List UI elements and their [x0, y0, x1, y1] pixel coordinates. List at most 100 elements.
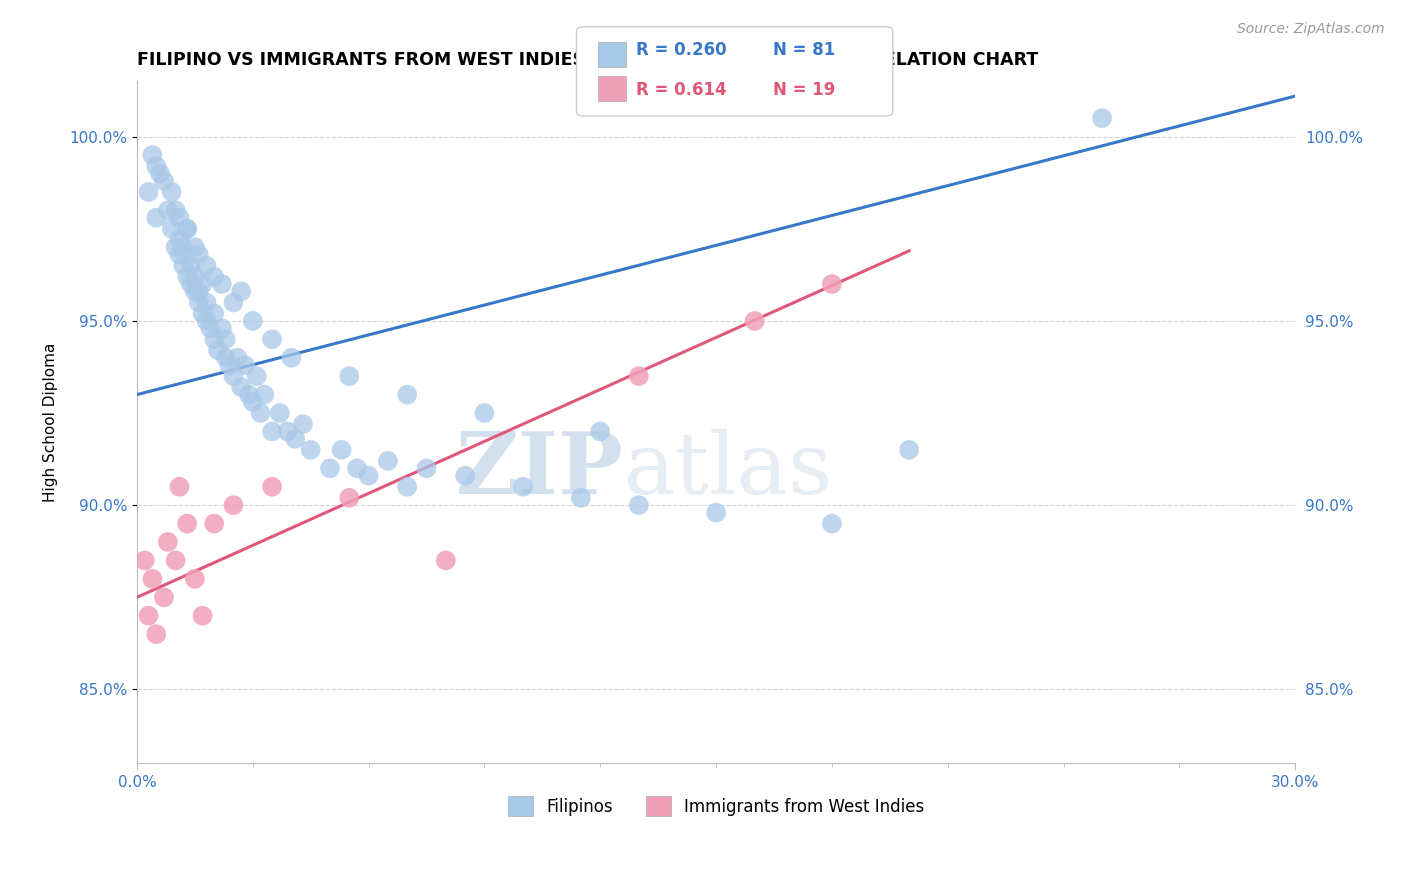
Point [434, 553, 457, 567]
Point [704, 506, 727, 520]
Point [176, 221, 198, 235]
Point [337, 369, 360, 384]
Text: R = 0.614: R = 0.614 [636, 81, 725, 99]
Point [176, 516, 198, 531]
Point [242, 314, 264, 328]
Point [821, 277, 844, 291]
Point [396, 480, 419, 494]
Point [172, 259, 194, 273]
Point [153, 174, 176, 188]
Point [299, 442, 322, 457]
Point [262, 480, 284, 494]
Point [211, 277, 233, 291]
Text: R = 0.260: R = 0.260 [636, 41, 725, 59]
Point [238, 387, 260, 401]
Point [512, 480, 534, 494]
Point [165, 240, 187, 254]
Point [141, 148, 163, 162]
Point [195, 259, 218, 273]
Point [184, 572, 207, 586]
Point [180, 277, 202, 291]
Point [330, 442, 353, 457]
Point [172, 240, 194, 254]
Point [291, 417, 314, 431]
Point [222, 498, 245, 512]
Point [202, 269, 225, 284]
Point [246, 369, 269, 384]
Point [202, 332, 225, 346]
Point [191, 608, 214, 623]
Point [253, 387, 276, 401]
Point [160, 221, 183, 235]
Point [169, 247, 191, 261]
Point [134, 553, 156, 567]
Point [319, 461, 342, 475]
Point [180, 259, 202, 273]
Point [207, 343, 229, 358]
Point [184, 240, 207, 254]
Point [176, 221, 198, 235]
Point [276, 425, 298, 439]
Point [138, 185, 160, 199]
Point [138, 608, 160, 623]
Point [337, 491, 360, 505]
Point [396, 387, 419, 401]
Point [145, 627, 167, 641]
Point [249, 406, 271, 420]
Point [262, 425, 284, 439]
Point [165, 203, 187, 218]
Point [898, 442, 921, 457]
Point [195, 295, 218, 310]
Point [195, 314, 218, 328]
Point [415, 461, 437, 475]
Point [346, 461, 368, 475]
Point [153, 591, 176, 605]
Point [218, 358, 240, 372]
Point [187, 285, 209, 299]
Point [145, 211, 167, 225]
Point [187, 295, 209, 310]
Point [169, 233, 191, 247]
Point [156, 203, 179, 218]
Text: Source: ZipAtlas.com: Source: ZipAtlas.com [1237, 22, 1385, 37]
Point [149, 166, 172, 180]
Point [589, 425, 612, 439]
Point [744, 314, 766, 328]
Point [200, 321, 222, 335]
Point [231, 380, 253, 394]
Point [474, 406, 496, 420]
Point [377, 454, 399, 468]
Point [231, 285, 253, 299]
Point [145, 159, 167, 173]
Text: atlas: atlas [623, 428, 832, 511]
Y-axis label: High School Diploma: High School Diploma [44, 343, 58, 502]
Point [280, 351, 302, 365]
Point [284, 432, 307, 446]
Point [202, 516, 225, 531]
Text: FILIPINO VS IMMIGRANTS FROM WEST INDIES HIGH SCHOOL DIPLOMA CORRELATION CHART: FILIPINO VS IMMIGRANTS FROM WEST INDIES … [136, 51, 1038, 69]
Point [184, 285, 207, 299]
Text: N = 19: N = 19 [773, 81, 835, 99]
Legend: Filipinos, Immigrants from West Indies: Filipinos, Immigrants from West Indies [501, 789, 931, 823]
Point [191, 306, 214, 320]
Point [262, 332, 284, 346]
Point [233, 358, 256, 372]
Point [165, 553, 187, 567]
Point [184, 269, 207, 284]
Point [211, 321, 233, 335]
Point [357, 468, 380, 483]
Point [222, 295, 245, 310]
Point [141, 572, 163, 586]
Point [156, 535, 179, 549]
Point [222, 369, 245, 384]
Point [160, 185, 183, 199]
Point [269, 406, 291, 420]
Point [215, 351, 238, 365]
Point [627, 369, 650, 384]
Point [202, 306, 225, 320]
Point [627, 498, 650, 512]
Point [169, 480, 191, 494]
Point [226, 351, 249, 365]
Point [454, 468, 477, 483]
Text: ZIP: ZIP [456, 428, 623, 512]
